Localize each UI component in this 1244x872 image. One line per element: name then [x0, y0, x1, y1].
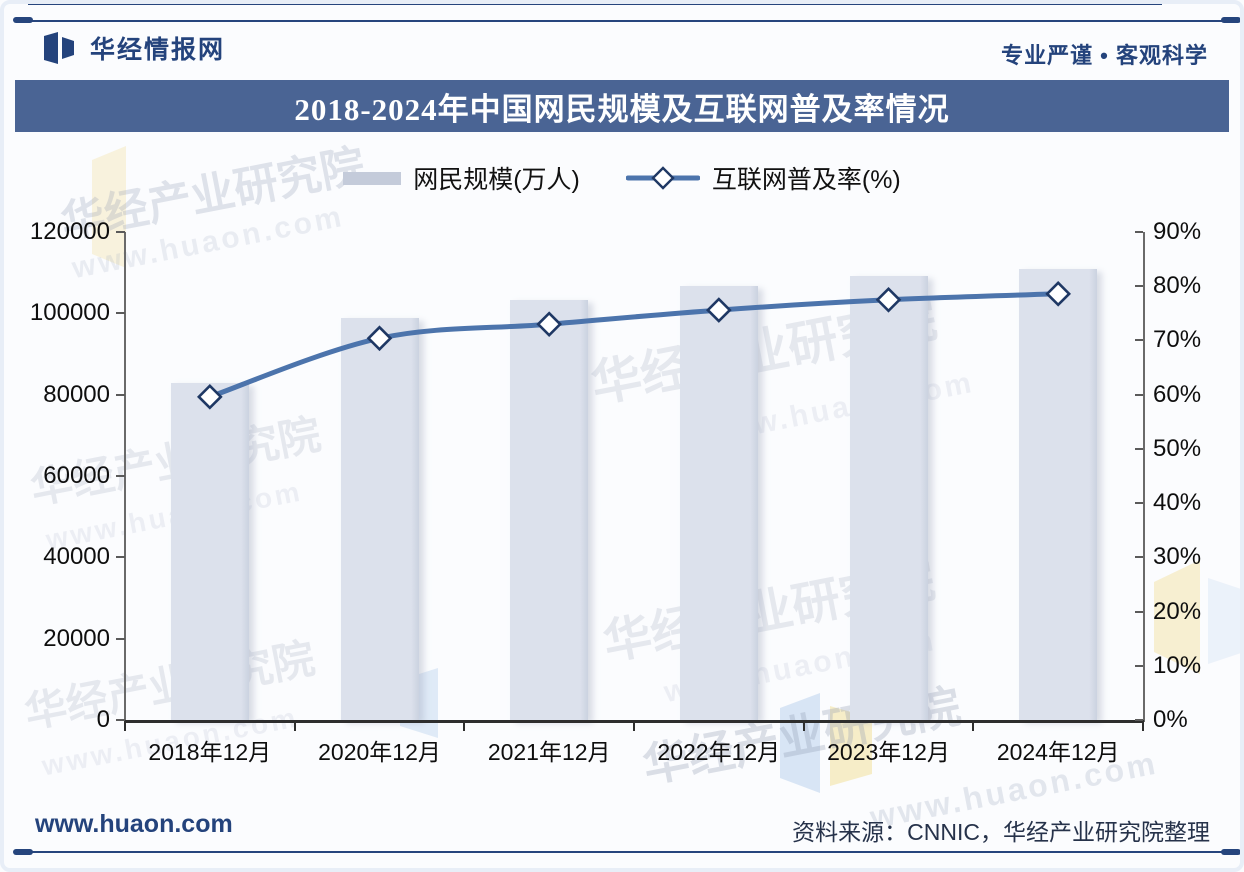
left-axis-tick [116, 637, 125, 640]
right-axis-tick [1135, 393, 1143, 396]
x-axis-tick [972, 723, 975, 731]
brand-logo-icon [44, 32, 74, 64]
title-bar: 2018-2024年中国网民规模及互联网普及率情况 [15, 80, 1229, 132]
x-axis-line [124, 720, 1144, 723]
right-axis-tick-label: 70% [1153, 326, 1202, 354]
bar-2018年12月 [170, 383, 249, 720]
line-series-swatch [625, 166, 700, 190]
footer-rule [15, 851, 1232, 853]
left-axis-tick [116, 231, 125, 233]
right-axis-tick [1135, 502, 1143, 505]
left-axis-tick [116, 475, 125, 477]
left-axis-tick [116, 312, 125, 315]
right-axis-tick [1135, 447, 1143, 450]
header-rule-right-cap [1221, 17, 1241, 23]
x-axis-tick [293, 723, 296, 731]
right-axis-tick-label: 90% [1153, 218, 1202, 245]
right-axis-tick [1135, 556, 1143, 559]
x-axis-tick [124, 723, 126, 731]
right-axis-tick-label: 30% [1153, 543, 1202, 571]
bar-series-swatch [343, 171, 402, 185]
right-axis-tick-label: 60% [1153, 380, 1202, 408]
right-axis-tick [1135, 231, 1143, 233]
x-axis-tick [463, 723, 466, 731]
legend-item-line-series: 互联网普及率(%) [625, 160, 901, 196]
left-axis-tick [116, 393, 125, 396]
right-axis-tick [1135, 719, 1143, 721]
header-rule-left-cap [13, 17, 33, 23]
right-axis-tick-label: 0% [1153, 706, 1188, 733]
right-axis-line [1143, 232, 1145, 722]
x-axis-tick [633, 723, 635, 731]
x-axis-label: 2022年12月 [657, 739, 781, 765]
header-rule [15, 20, 1232, 22]
footer-rule-left-cap [13, 849, 33, 855]
left-axis-tick [116, 719, 125, 721]
x-axis-label: 2024年12月 [996, 739, 1120, 765]
left-axis-tick-label: 100000 [29, 299, 110, 327]
x-axis-label: 2018年12月 [148, 739, 272, 765]
left-axis-tick-label: 120000 [29, 218, 110, 245]
bar-series-label: 网民规模(万人) [413, 166, 580, 194]
footer-website-link[interactable]: www.huaon.com [35, 810, 233, 838]
right-axis-tick-label: 80% [1153, 272, 1202, 300]
right-axis-tick [1135, 339, 1143, 342]
left-axis-line [124, 232, 126, 722]
footer-rule-right-cap [1221, 849, 1241, 855]
bar-2023年12月 [849, 275, 928, 720]
x-axis-label: 2021年12月 [487, 739, 611, 765]
bar-2022年12月 [679, 285, 758, 720]
bar-2021年12月 [510, 300, 589, 720]
left-axis-tick [116, 556, 125, 559]
left-axis-tick-label: 40000 [43, 543, 110, 571]
right-axis-tick [1135, 610, 1143, 613]
x-axis-tick [802, 723, 805, 731]
x-axis-label: 2023年12月 [827, 739, 950, 765]
bar-2024年12月 [1019, 269, 1098, 720]
line-series-label: 互联网普及率(%) [711, 166, 901, 194]
right-axis-tick-label: 50% [1153, 434, 1202, 462]
right-axis-tick [1135, 285, 1143, 288]
left-axis-tick-label: 80000 [43, 380, 110, 408]
right-axis-tick [1135, 664, 1143, 667]
penetration-rate-line [207, 291, 1061, 400]
left-axis-tick-label: 60000 [43, 462, 110, 489]
x-axis-label: 2020年12月 [318, 739, 441, 765]
legend: 网民规模(万人) 互联网普及率(%) [0, 160, 1244, 196]
data-source-note: 资料来源：CNNIC，华经产业研究院整理 [792, 819, 1210, 845]
right-axis-tick-label: 20% [1153, 597, 1202, 625]
chart-title: 2018-2024年中国网民规模及互联网普及率情况 [294, 91, 950, 127]
legend-item-bar-series: 网民规模(万人) [343, 160, 580, 196]
bar-2020年12月 [340, 317, 419, 720]
left-axis-tick-label: 0 [96, 706, 110, 733]
right-axis-tick-label: 40% [1153, 489, 1202, 517]
brand-name: 华经情报网 [90, 36, 226, 64]
header-tagline: 专业严谨 • 客观科学 [1001, 43, 1208, 68]
x-axis-tick [1142, 723, 1144, 731]
right-axis-tick-label: 10% [1153, 651, 1202, 679]
brand: 华经情报网 [44, 30, 225, 66]
left-axis-tick-label: 20000 [43, 624, 110, 652]
